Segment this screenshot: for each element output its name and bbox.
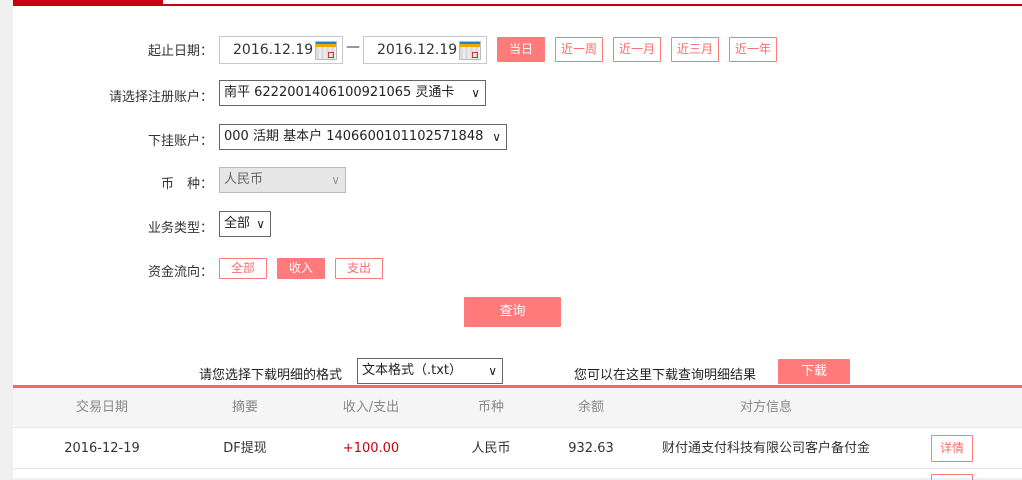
account-label: 请选择注册账户：: [108, 90, 213, 105]
chevron-down-icon: ∨: [256, 217, 265, 231]
col-balance-header: 余额: [577, 400, 604, 415]
row-amount: +100.00: [342, 441, 400, 456]
col-summary-header: 摘要: [231, 400, 258, 415]
table-header: [13, 388, 1022, 428]
row-balance: 932.63: [568, 441, 614, 456]
range-week-button[interactable]: 近一周: [555, 37, 603, 62]
detail-button[interactable]: 详情: [931, 435, 973, 462]
active-tab-bar: [13, 0, 163, 6]
row-counterparty: 财付通支付科技有限公司客户备付金: [661, 441, 870, 456]
account-select[interactable]: 南平 6222001406100921065 灵通卡 ∨: [219, 80, 486, 106]
biz-type-select[interactable]: 全部 ∨: [219, 211, 271, 237]
download-format-label: 请您选择下载明细的格式: [199, 368, 343, 383]
range-3month-button[interactable]: 近三月: [671, 37, 719, 62]
download-button[interactable]: 下载: [778, 359, 850, 384]
col-counterparty-header: 对方信息: [739, 400, 792, 415]
chevron-down-icon: ∨: [331, 173, 340, 187]
next-detail-button[interactable]: [931, 474, 973, 480]
range-year-button[interactable]: 近一年: [729, 37, 777, 62]
calendar-icon[interactable]: [459, 41, 481, 60]
calendar-icon[interactable]: [315, 41, 337, 60]
date-dash: —: [346, 39, 360, 55]
end-date-value: 2016.12.19: [377, 42, 458, 58]
col-amount-header: 收入/支出: [342, 400, 400, 415]
row-currency: 人民币: [471, 441, 511, 456]
currency-value: 人民币: [224, 172, 264, 187]
range-today-button[interactable]: 当日: [497, 37, 545, 62]
col-currency-header: 币种: [477, 400, 504, 415]
chevron-down-icon: ∨: [488, 364, 497, 378]
main-panel: 起止日期： 2016.12.19 — 2016.12.19 当日 近一周 近一月…: [13, 0, 1022, 480]
top-divider: [163, 4, 1022, 6]
download-hint: 您可以在这里下载查询明细结果: [574, 368, 757, 383]
chevron-down-icon: ∨: [492, 130, 501, 144]
range-month-button[interactable]: 近一月: [613, 37, 661, 62]
download-format-select[interactable]: 文本格式（.txt） ∨: [357, 358, 503, 384]
table-row: [13, 429, 1022, 469]
chevron-down-icon: ∨: [471, 86, 480, 100]
col-date-header: 交易日期: [75, 400, 128, 415]
row-summary: DF提现: [223, 441, 267, 456]
flow-expense-button[interactable]: 支出: [335, 258, 383, 279]
currency-label: 币 种：: [160, 177, 213, 192]
flow-all-button[interactable]: 全部: [219, 258, 267, 279]
flow-label: 资金流向：: [147, 265, 213, 280]
sub-account-value: 000 活期 基本户 1406600101102571848: [224, 129, 484, 144]
start-date-value: 2016.12.19: [233, 42, 314, 58]
sub-account-label: 下挂账户：: [147, 134, 213, 149]
date-label: 起止日期：: [147, 44, 213, 59]
biz-type-label: 业务类型：: [147, 221, 213, 236]
download-format-value: 文本格式（.txt）: [362, 363, 463, 378]
account-value: 南平 6222001406100921065 灵通卡: [224, 85, 455, 100]
row-date: 2016-12-19: [64, 441, 140, 456]
start-date-input[interactable]: 2016.12.19: [219, 36, 343, 64]
table-top-border: [13, 385, 1022, 388]
biz-type-value: 全部: [224, 216, 251, 231]
query-button[interactable]: 查询: [464, 297, 561, 327]
sub-account-select[interactable]: 000 活期 基本户 1406600101102571848 ∨: [219, 124, 507, 150]
flow-income-button[interactable]: 收入: [277, 258, 325, 279]
currency-select: 人民币 ∨: [219, 167, 346, 193]
end-date-input[interactable]: 2016.12.19: [363, 36, 487, 64]
